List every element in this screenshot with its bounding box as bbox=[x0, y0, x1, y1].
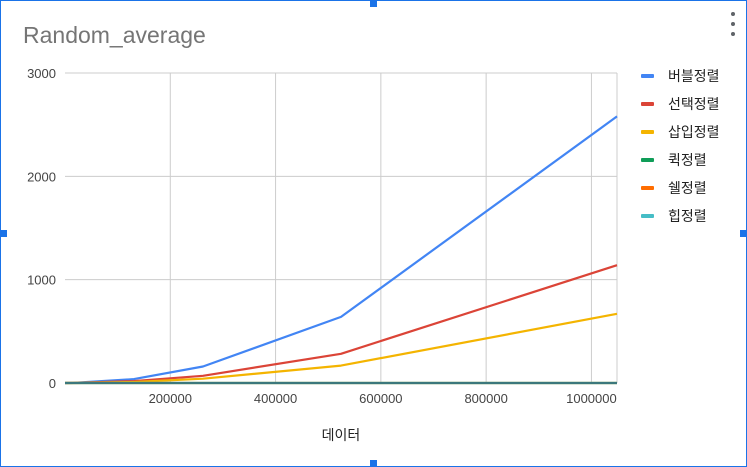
legend-swatch bbox=[641, 102, 654, 106]
legend-label: 버블정렬 bbox=[668, 69, 720, 85]
resize-handle-bottom[interactable] bbox=[370, 460, 377, 467]
x-tick-label: 600000 bbox=[359, 391, 402, 406]
legend-label: 퀵정렬 bbox=[668, 153, 707, 169]
legend-item[interactable]: 힙정렬 bbox=[641, 202, 720, 230]
legend-label: 삽입정렬 bbox=[668, 125, 720, 141]
x-tick-label: 400000 bbox=[254, 391, 297, 406]
chart-title: Random_average bbox=[23, 22, 206, 48]
more-options-icon[interactable] bbox=[728, 12, 738, 36]
resize-handle-left[interactable] bbox=[0, 230, 7, 237]
legend-label: 힙정렬 bbox=[668, 209, 707, 225]
x-tick-label: 800000 bbox=[464, 391, 507, 406]
legend-swatch bbox=[641, 186, 654, 190]
y-tick-label: 0 bbox=[49, 376, 56, 391]
series-line[interactable] bbox=[64, 115, 618, 385]
y-tick-label: 1000 bbox=[27, 273, 56, 288]
resize-handle-right[interactable] bbox=[740, 230, 747, 237]
legend-swatch bbox=[641, 130, 654, 134]
legend-label: 쉘정렬 bbox=[668, 181, 707, 197]
legend-swatch bbox=[641, 158, 654, 162]
legend-label: 선택정렬 bbox=[668, 97, 720, 113]
x-axis-title: 데이터 bbox=[322, 428, 361, 444]
x-tick-label: 1000000 bbox=[566, 391, 617, 406]
x-tick-label: 200000 bbox=[149, 391, 192, 406]
legend-item[interactable]: 선택정렬 bbox=[641, 90, 720, 118]
legend-item[interactable]: 퀵정렬 bbox=[641, 146, 720, 174]
y-tick-label: 3000 bbox=[27, 66, 56, 81]
y-tick-label: 2000 bbox=[27, 169, 56, 184]
legend-swatch bbox=[641, 214, 654, 218]
legend-item[interactable]: 쉘정렬 bbox=[641, 174, 720, 202]
legend-item[interactable]: 버블정렬 bbox=[641, 62, 720, 90]
resize-handle-top[interactable] bbox=[370, 0, 377, 7]
series-line[interactable] bbox=[65, 312, 618, 385]
legend-item[interactable]: 삽입정렬 bbox=[641, 118, 720, 146]
legend-swatch bbox=[641, 74, 654, 78]
